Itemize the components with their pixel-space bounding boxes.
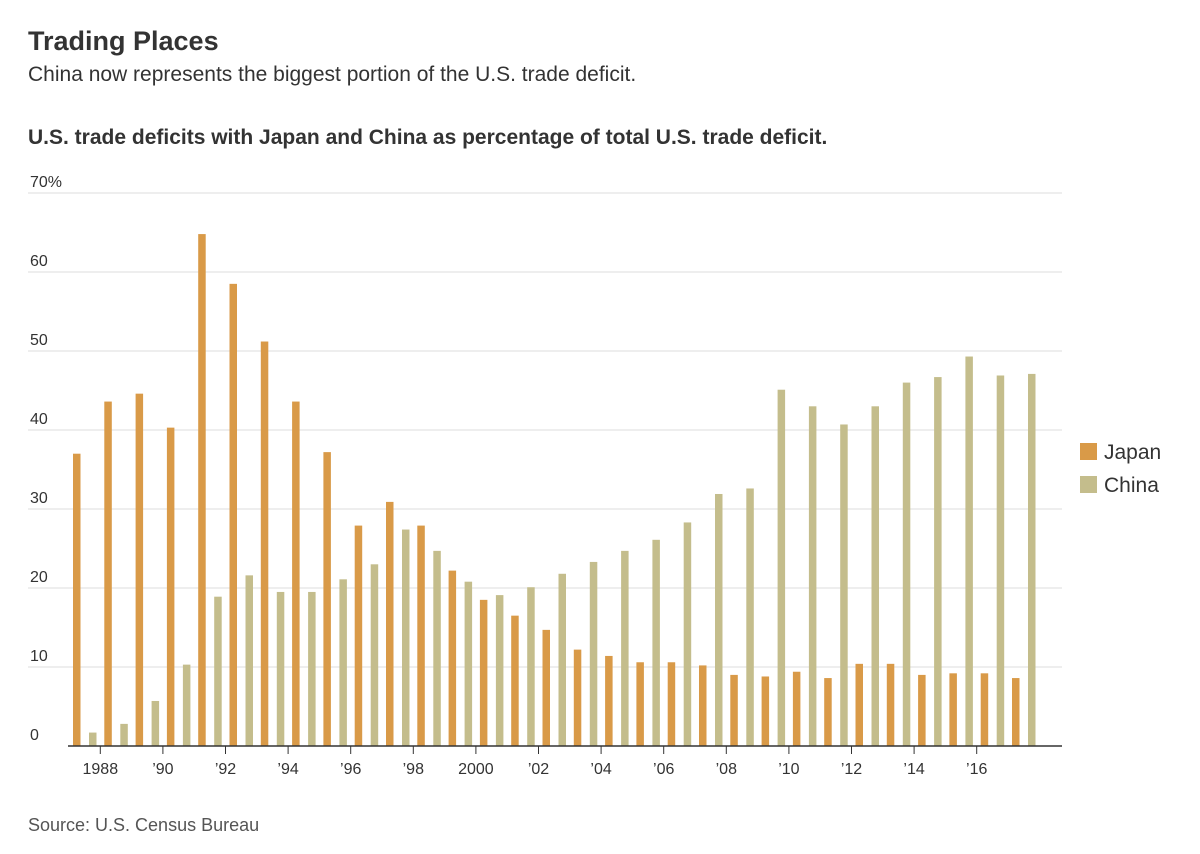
x-tick-label: ’92 xyxy=(215,761,236,778)
legend-label-china: China xyxy=(1104,474,1159,497)
bar-japan xyxy=(886,663,895,746)
bar-japan xyxy=(73,453,81,746)
bar-japan xyxy=(417,525,425,746)
y-tick-label: 20 xyxy=(30,569,48,586)
bar-japan xyxy=(636,662,644,746)
y-tick-label: 70% xyxy=(30,174,62,191)
bar-china xyxy=(808,406,817,746)
bar-japan xyxy=(292,401,300,746)
y-tick-label: 60 xyxy=(30,253,48,270)
bar-china xyxy=(746,488,754,746)
bar-china xyxy=(996,375,1005,746)
bar-china xyxy=(214,596,222,746)
bar-japan xyxy=(824,678,832,746)
bar-japan xyxy=(448,570,457,746)
x-tick-label: ’02 xyxy=(528,761,549,778)
bar-japan xyxy=(699,665,707,746)
bar-china xyxy=(433,550,441,746)
bar-japan xyxy=(1012,678,1020,746)
bar-china xyxy=(402,529,410,746)
bar-japan xyxy=(667,662,676,746)
bar-china xyxy=(934,377,942,746)
y-tick-label: 10 xyxy=(30,648,48,665)
bar-china xyxy=(621,550,629,746)
bar-japan xyxy=(918,674,926,746)
bar-china xyxy=(558,573,566,746)
bar-china xyxy=(589,561,598,746)
legend-label-japan: Japan xyxy=(1104,441,1161,464)
bar-china xyxy=(151,700,160,746)
y-tick-label: 30 xyxy=(30,490,48,507)
bar-china xyxy=(683,522,692,746)
x-tick-label: ’10 xyxy=(778,761,799,778)
x-tick-label: ’90 xyxy=(152,761,173,778)
x-tick-label: ’06 xyxy=(653,761,674,778)
bar-japan xyxy=(980,673,989,746)
bar-japan xyxy=(166,427,175,746)
x-tick-label: ’14 xyxy=(903,761,924,778)
bar-china xyxy=(464,581,473,746)
x-tick-label: ’96 xyxy=(340,761,361,778)
bar-japan xyxy=(386,501,394,746)
x-tick-label: ’12 xyxy=(841,761,862,778)
source-note: Source: U.S. Census Bureau xyxy=(28,815,260,835)
bar-japan xyxy=(542,629,550,746)
bar-china xyxy=(182,664,191,746)
x-tick-label: 2000 xyxy=(458,761,494,778)
bar-japan xyxy=(792,671,801,746)
x-tick-label: ’08 xyxy=(716,761,737,778)
bar-japan xyxy=(761,676,770,746)
bar-japan xyxy=(949,673,957,746)
bar-china xyxy=(339,579,347,746)
bar-china xyxy=(89,732,97,746)
bar-china xyxy=(777,389,786,746)
bar-japan xyxy=(104,401,112,746)
legend-swatch-china xyxy=(1080,476,1097,493)
y-tick-label: 0 xyxy=(30,727,39,744)
bars xyxy=(73,234,1036,746)
y-tick-label: 50 xyxy=(30,332,48,349)
bar-china xyxy=(276,591,285,746)
bar-japan xyxy=(730,674,738,746)
bar-china xyxy=(245,575,253,746)
bar-japan xyxy=(198,234,206,746)
bar-china xyxy=(902,382,911,746)
bar-china xyxy=(715,493,723,746)
bar-china xyxy=(840,424,848,746)
x-tick-label: ’16 xyxy=(966,761,987,778)
bar-japan xyxy=(260,341,269,746)
bar-japan xyxy=(605,655,613,746)
bar-china xyxy=(120,723,128,746)
bar-japan xyxy=(511,615,519,746)
x-tick-label: ’04 xyxy=(590,761,611,778)
bar-china xyxy=(527,587,535,746)
bar-japan xyxy=(323,452,331,746)
bar-japan xyxy=(135,393,144,746)
page-subtitle: China now represents the biggest portion… xyxy=(28,63,637,86)
x-axis-ticks: 1988 ’90 ’92 ’94 ’96 ’98 2000 ’02 ’04 ’06 ’08 ’10 ’1… xyxy=(83,746,987,778)
y-tick-label: 40 xyxy=(30,411,48,428)
bar-china xyxy=(1028,373,1036,746)
bar-china xyxy=(495,595,504,746)
x-tick-label: ’98 xyxy=(403,761,424,778)
bar-china xyxy=(965,356,973,746)
page-title: Trading Places xyxy=(28,26,219,56)
bar-japan xyxy=(479,599,488,746)
legend-swatch-japan xyxy=(1080,443,1097,460)
bar-china xyxy=(652,539,660,746)
y-axis-ticks: 0 10 20 30 40 50 60 70% xyxy=(30,174,62,744)
bar-japan xyxy=(354,525,363,746)
x-tick-label: 1988 xyxy=(83,761,119,778)
legend: Japan China xyxy=(1080,441,1161,497)
x-tick-label: ’94 xyxy=(277,761,298,778)
bar-japan xyxy=(573,649,582,746)
bar-china xyxy=(308,591,316,746)
bar-japan xyxy=(229,283,237,746)
bar-china xyxy=(871,406,879,746)
bar-china xyxy=(370,564,379,746)
chart-title: U.S. trade deficits with Japan and China… xyxy=(28,126,828,149)
bar-japan xyxy=(855,663,863,746)
